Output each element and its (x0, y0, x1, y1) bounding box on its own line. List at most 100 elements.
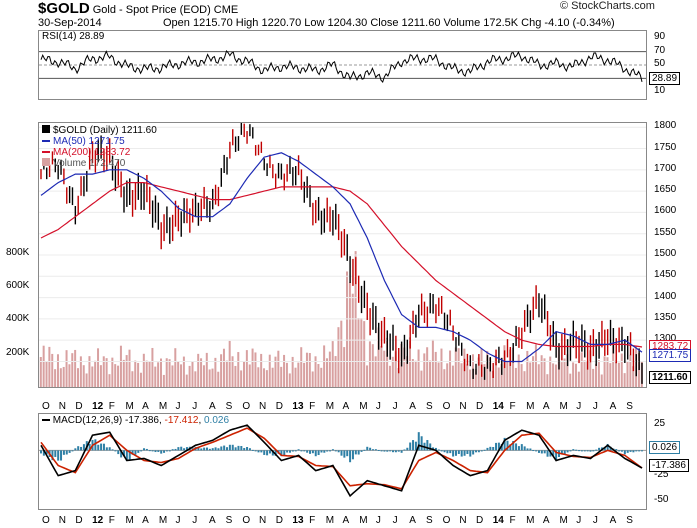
macd-hist-bar (394, 450, 397, 453)
volume-bar (45, 361, 48, 387)
macd-hist-bar (392, 450, 395, 453)
volume-bar (165, 358, 168, 387)
volume-bar (200, 358, 203, 387)
macd-hist-bar (314, 450, 317, 457)
macd-value-tag: -17.386 (649, 458, 689, 472)
macd-hist-bar (74, 448, 77, 451)
macd-hist-bar (329, 450, 332, 452)
volume-bar (577, 371, 580, 387)
macd-hist-bar (105, 447, 108, 451)
macd-hist-bar (434, 447, 437, 451)
volume-bar (125, 355, 128, 387)
macd-hist-bar (102, 443, 105, 451)
volume-bar (128, 349, 131, 387)
x-tick: 14 (492, 401, 504, 412)
volume-bar (288, 373, 291, 387)
macd-hist-bar (337, 450, 340, 453)
x-tick: M (559, 401, 568, 412)
volume-bar (160, 358, 162, 387)
volume-bar (157, 362, 160, 387)
volume-bar (554, 364, 557, 387)
macd-hist-bar (185, 447, 188, 451)
macd-hist-bar (552, 450, 555, 456)
x-tick: A (609, 515, 617, 526)
volume-bar (417, 349, 420, 387)
volume-bar (56, 354, 59, 387)
x-tick: A (208, 515, 216, 526)
macd-hist-bar (320, 450, 323, 453)
macd-tick: 25 (654, 418, 666, 430)
x-tick: A (542, 515, 550, 526)
macd-hist-bar (145, 448, 148, 451)
macd-hist-bar (71, 450, 74, 452)
volume-bar (520, 364, 523, 387)
volume-bar (77, 368, 80, 387)
x-tick: M (125, 515, 134, 526)
volume-bar (185, 374, 188, 387)
volume-bar (228, 340, 231, 387)
volume-bar (617, 362, 620, 387)
volume-bar (540, 355, 543, 387)
volume-bar (512, 347, 515, 387)
macd-hist-bar (57, 450, 60, 461)
macd-hist-bar (220, 446, 223, 451)
volume-bar (612, 345, 615, 387)
macd-hist-bar (183, 448, 186, 451)
x-tick: S (225, 401, 233, 412)
x-tick: S (425, 401, 433, 412)
volume-bar (71, 353, 74, 387)
macd-hist-bar (303, 450, 306, 452)
rsi-tick: 50 (654, 58, 666, 69)
volume-bar (263, 368, 266, 387)
rsi-panel: RSI(14) 28.89 (38, 30, 647, 100)
volume-bar (68, 364, 71, 387)
macd-hist-bar (45, 450, 48, 455)
macd-hist-bar (420, 436, 423, 451)
macd-hist-bar (374, 449, 377, 451)
volume-bar (191, 361, 194, 387)
volume-bar (497, 367, 500, 387)
volume-bar (486, 350, 489, 387)
volume-bar (426, 347, 429, 387)
macd-hist-bar (486, 447, 489, 451)
macd-hist-bar (246, 446, 249, 451)
macd-hist-bar (263, 450, 266, 455)
volume-bar (325, 358, 328, 387)
macd-hist-bar (65, 450, 68, 455)
macd-hist-bar (377, 450, 380, 452)
macd-hist-bar (598, 447, 601, 451)
volume-bar (411, 359, 414, 387)
volume-bar (202, 365, 205, 387)
volume-bar (600, 374, 603, 387)
macd-hist-bar (363, 449, 366, 451)
volume-bar (506, 361, 509, 387)
macd-hist-bar (386, 450, 389, 452)
macd-hist-bar (280, 450, 283, 457)
x-tick: M (125, 401, 134, 412)
x-tick: M (325, 515, 335, 526)
macd-hist-bar (500, 444, 503, 451)
volume-bar (251, 348, 254, 387)
volume-bar (39, 357, 42, 387)
volume-bar (62, 366, 65, 387)
volume-bar (423, 353, 426, 387)
volume-bar (137, 362, 140, 387)
volume-bar (105, 358, 108, 387)
macd-hist-bar (532, 450, 535, 452)
volume-bar (526, 350, 529, 387)
volume-bar (572, 362, 575, 387)
volume-bar (388, 365, 391, 387)
x-tick: 13 (292, 401, 304, 412)
macd-hist-bar (452, 450, 455, 457)
volume-bar (440, 348, 443, 387)
macd-hist-bar (228, 444, 231, 451)
volume-bar (509, 349, 512, 387)
exchange: CME (213, 4, 239, 16)
volume-bar (632, 366, 635, 387)
x-tick: M (359, 515, 368, 526)
macd-hist-bar (334, 450, 337, 452)
volume-bar (268, 354, 271, 387)
price-tick: 1400 (654, 290, 677, 302)
volume-bar (494, 354, 497, 387)
volume-bar (271, 367, 274, 387)
